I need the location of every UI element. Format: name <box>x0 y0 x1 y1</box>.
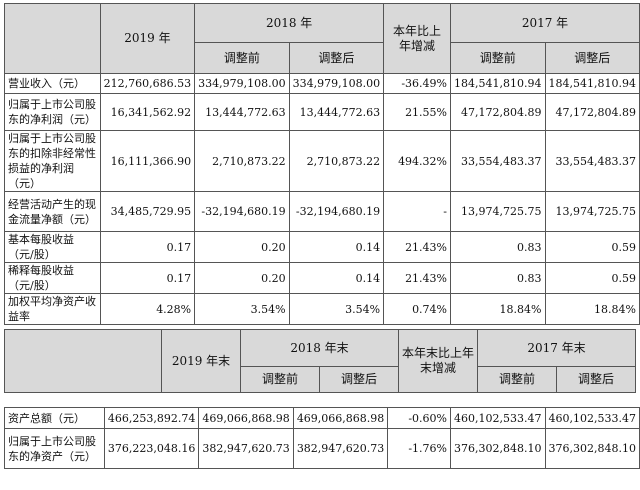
value-2018-after: -32,194,680.19 <box>288 191 385 232</box>
header-2017: 2017 年 <box>450 3 640 43</box>
value-2019: 0.17 <box>99 231 196 263</box>
value-2018-after: 382,947,620.73 <box>292 428 389 469</box>
value-2018-before: -32,194,680.19 <box>194 191 290 232</box>
value-change: 494.32% <box>383 130 452 192</box>
value-2019: 16,341,562.92 <box>99 93 196 131</box>
value-2017-after: 47,172,804.89 <box>544 93 640 131</box>
value-2018-before: 0.20 <box>194 262 290 294</box>
value-2017-before: 460,102,533.47 <box>450 407 546 429</box>
value-2017-after: 0.59 <box>544 231 640 263</box>
table-row: 营业收入（元） 212,760,686.53 334,979,108.00 334,9… <box>4 73 640 94</box>
value-2017-before: 184,541,810.94 <box>450 73 546 94</box>
value-change: - <box>383 191 452 232</box>
value-2018-after: 469,066,868.98 <box>292 407 389 429</box>
value-2018-after: 0.14 <box>288 262 385 294</box>
row-label: 经营活动产生的现金流量净额（元） <box>4 191 101 232</box>
header-change: 本年比上年增减 <box>383 3 452 74</box>
value-2019: 466,253,892.74 <box>103 407 200 429</box>
table-row: 加权平均净资产收益率 4.28% 3.54% 3.54% 0.74% 18.84% 18.8… <box>4 293 640 325</box>
value-2019: 16,111,366.90 <box>99 130 196 192</box>
value-2017-before: 47,172,804.89 <box>450 93 546 131</box>
value-2018-before: 2,710,873.22 <box>194 130 290 192</box>
header2-blank-cell <box>4 329 162 393</box>
header-2017-before: 调整前 <box>450 42 546 74</box>
table-row: 经营活动产生的现金流量净额（元） 34,485,729.95 -32,194,680… <box>4 191 640 232</box>
value-2019: 4.28% <box>99 293 196 325</box>
value-2018-before: 334,979,108.00 <box>194 73 290 94</box>
value-change: -36.49% <box>383 73 452 94</box>
table-row: 归属于上市公司股东的净利润（元） 16,341,562.92 13,444,772.… <box>4 93 640 131</box>
value-2017-before: 33,554,483.37 <box>450 130 546 192</box>
row-label: 归属于上市公司股东的净利润（元） <box>4 93 101 131</box>
header2-2018-after: 调整后 <box>319 366 399 393</box>
value-2018-after: 2,710,873.22 <box>288 130 385 192</box>
value-2019: 376,223,048.16 <box>103 428 200 469</box>
value-2018-before: 469,066,868.98 <box>198 407 294 429</box>
financial-table-yearend: 资产总额（元） 466,253,892.74 469,066,868.98 469,0… <box>4 407 640 469</box>
header2-2018: 2018 年末 <box>240 329 399 367</box>
value-2018-before: 0.20 <box>194 231 290 263</box>
row-label: 归属于上市公司股东的扣除非经常性损益的净利润（元） <box>4 130 101 192</box>
value-2018-before: 382,947,620.73 <box>198 428 294 469</box>
value-2017-before: 18.84% <box>450 293 546 325</box>
value-2017-before: 0.83 <box>450 262 546 294</box>
table-row: 资产总额（元） 466,253,892.74 469,066,868.98 469,0… <box>4 407 640 429</box>
value-change: 0.74% <box>383 293 452 325</box>
row-label: 资产总额（元） <box>4 407 105 429</box>
value-2017-before: 376,302,848.10 <box>450 428 546 469</box>
value-2018-after: 3.54% <box>288 293 385 325</box>
header2-2017-after: 调整后 <box>556 366 636 393</box>
value-2017-after: 33,554,483.37 <box>544 130 640 192</box>
value-2019: 212,760,686.53 <box>99 73 196 94</box>
header-blank-cell <box>4 3 101 74</box>
header2-2017-before: 调整前 <box>477 366 557 393</box>
row-label: 归属于上市公司股东的净资产（元） <box>4 428 105 469</box>
value-2018-after: 334,979,108.00 <box>288 73 385 94</box>
value-2017-after: 18.84% <box>544 293 640 325</box>
value-2017-before: 0.83 <box>450 231 546 263</box>
value-2018-before: 3.54% <box>194 293 290 325</box>
value-2019: 0.17 <box>99 262 196 294</box>
header-2018: 2018 年 <box>194 3 385 43</box>
row-label: 加权平均净资产收益率 <box>4 293 101 325</box>
value-change: -0.60% <box>387 407 452 429</box>
header2-2018-before: 调整前 <box>240 366 320 393</box>
row-label: 稀释每股收益（元/股） <box>4 262 101 294</box>
value-2018-after: 13,444,772.63 <box>288 93 385 131</box>
value-2017-after: 0.59 <box>544 262 640 294</box>
header2-change: 本年末比上年末增减 <box>398 329 478 393</box>
financial-table-yearend-header: 2019 年末 2018 年末 本年末比上年末增减 2017 年末 调整前 调整… <box>4 329 636 393</box>
header-2018-before: 调整前 <box>194 42 290 74</box>
table-row: 归属于上市公司股东的净资产（元） 376,223,048.16 382,947,62… <box>4 428 640 469</box>
value-2017-after: 184,541,810.94 <box>544 73 640 94</box>
value-2018-after: 0.14 <box>288 231 385 263</box>
table-row: 基本每股收益（元/股） 0.17 0.20 0.14 21.43% 0.83 0.59 <box>4 231 640 263</box>
row-label: 基本每股收益（元/股） <box>4 231 101 263</box>
value-2017-after: 13,974,725.75 <box>544 191 640 232</box>
header-2017-after: 调整后 <box>544 42 640 74</box>
value-change: 21.43% <box>383 262 452 294</box>
value-2017-after: 376,302,848.10 <box>544 428 640 469</box>
financial-table-annual: 2019 年 2018 年 本年比上年增减 2017 年 调整前 调整后 调整前… <box>4 3 640 325</box>
value-2019: 34,485,729.95 <box>99 191 196 232</box>
value-2018-before: 13,444,772.63 <box>194 93 290 131</box>
header-2018-after: 调整后 <box>288 42 385 74</box>
value-change: 21.55% <box>383 93 452 131</box>
table-row: 稀释每股收益（元/股） 0.17 0.20 0.14 21.43% 0.83 0.59 <box>4 262 640 294</box>
value-2017-after: 460,102,533.47 <box>544 407 640 429</box>
table-row: 归属于上市公司股东的扣除非经常性损益的净利润（元） 16,111,366.90 2,… <box>4 130 640 192</box>
row-label: 营业收入（元） <box>4 73 101 94</box>
value-2017-before: 13,974,725.75 <box>450 191 546 232</box>
value-change: 21.43% <box>383 231 452 263</box>
header2-2019: 2019 年末 <box>161 329 241 393</box>
header2-2017: 2017 年末 <box>477 329 636 367</box>
header-2019: 2019 年 <box>99 3 196 74</box>
value-change: -1.76% <box>387 428 452 469</box>
